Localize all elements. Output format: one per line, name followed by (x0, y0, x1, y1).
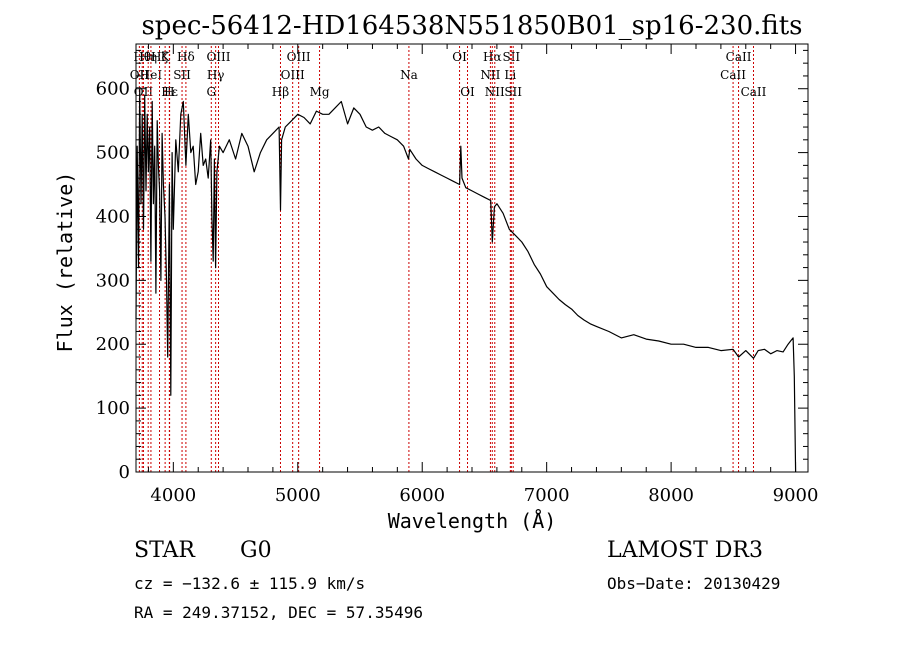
line-id-label: OI (460, 85, 475, 99)
line-id-label: K (161, 50, 171, 64)
y-axis-label: Flux (relative) (53, 172, 77, 353)
spectrum-chart: spec-56412-HD164538N551850B01_sp16-230.f… (53, 11, 819, 533)
line-id-label: OII (130, 68, 150, 82)
line-id-label: OIII (206, 50, 230, 64)
x-axis-label: Wavelength (Å) (388, 509, 557, 533)
line-id-label: Li (504, 68, 516, 82)
line-id-label: Hη (139, 50, 157, 64)
line-id-label: OIII (287, 50, 311, 64)
line-id-label: Hθ (133, 50, 151, 64)
chart-title: spec-56412-HD164538N551850B01_sp16-230.f… (141, 11, 802, 41)
line-id-label: CaII (741, 85, 767, 99)
x-tick-label: 9000 (773, 485, 819, 506)
line-id-label: Hδ (177, 50, 195, 64)
x-tick-label: 6000 (399, 485, 445, 506)
line-id-label: CaII (720, 68, 746, 82)
x-tick-label: 5000 (275, 485, 321, 506)
x-tick-label: 4000 (150, 485, 196, 506)
survey-name: LAMOST DR3 (607, 538, 763, 563)
line-id-label: OI (452, 50, 467, 64)
x-tick-label: 7000 (524, 485, 570, 506)
flux-series-line (135, 88, 797, 473)
subclass: G0 (240, 538, 272, 563)
plot-frame (135, 43, 809, 473)
coordinates: RA = 249.37152, DEC = 57.35496 (134, 603, 423, 622)
line-id-label: Mg (310, 85, 330, 99)
y-tick-label: 400 (96, 206, 130, 227)
y-tick-label: 200 (96, 334, 130, 355)
axes: 4000 5000 6000 7000 8000 9000 0 100 200 300 400 500… (96, 44, 819, 506)
line-id-label: Hγ (207, 68, 225, 82)
object-class: STAR (134, 538, 195, 563)
line-id-label: HeI (140, 68, 163, 82)
line-id-label: CaII (726, 50, 752, 64)
obs-date: Obs−Date: 20130429 (607, 574, 781, 593)
line-id-label: NII (480, 68, 500, 82)
line-id-label: SII (173, 68, 191, 82)
y-tick-label: 500 (96, 143, 130, 164)
line-id-label: Hβ (272, 85, 289, 99)
line-id-label: Hα (483, 50, 502, 64)
redshift-cz: cz = −132.6 ± 115.9 km/s (134, 574, 366, 593)
line-id-label: SII (502, 50, 520, 64)
line-id-label: OIII (281, 68, 305, 82)
y-tick-label: 100 (96, 398, 130, 419)
y-tick-label: 300 (96, 270, 130, 291)
y-tick-label: 600 (96, 79, 130, 100)
line-id-label: NII (485, 85, 505, 99)
line-id-label: G (206, 85, 216, 99)
line-id-label: H (164, 85, 174, 99)
y-tick-label: 0 (119, 462, 130, 483)
line-id-label: SII (504, 85, 522, 99)
x-tick-label: 8000 (648, 485, 694, 506)
line-id-label: Na (400, 68, 418, 82)
line-id-label: Hζ (151, 50, 168, 64)
